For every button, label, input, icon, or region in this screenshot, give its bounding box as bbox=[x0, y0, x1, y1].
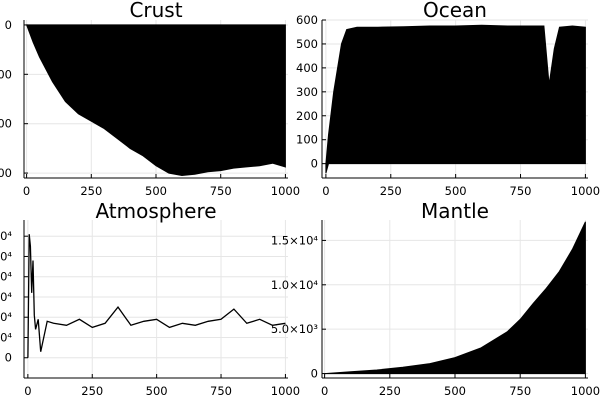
crust-y-tick-label: 0 bbox=[5, 18, 12, 32]
ocean-y-tick-label: 0 bbox=[311, 157, 318, 171]
mantle-x-tick-label: 750 bbox=[509, 384, 531, 398]
mantle-y-tick-label: 0 bbox=[311, 367, 318, 381]
crust-y-tick-label: 00 bbox=[0, 117, 12, 131]
atmosphere-y-tick-label: 0⁴ bbox=[0, 249, 12, 263]
ocean-x-tick-label: 250 bbox=[380, 184, 402, 198]
mantle-x-tick-label: 250 bbox=[379, 384, 401, 398]
panel-ocean: 0 250 500 750 1000 0 100 200 300 400 500 600 Ocean bbox=[296, 0, 600, 198]
crust-series-area bbox=[25, 24, 286, 177]
atmosphere-x-tick-label: 0 bbox=[24, 384, 31, 398]
atmosphere-x-tick-label: 1000 bbox=[271, 384, 300, 398]
crust-y-tick-label: 00 bbox=[0, 166, 12, 180]
ocean-y-tick-label: 100 bbox=[296, 133, 318, 147]
crust-x-tick-label: 750 bbox=[210, 184, 232, 198]
mantle-x-tick-label: 0 bbox=[321, 384, 328, 398]
mantle-y-tick-label: 1.5×10⁴ bbox=[271, 233, 319, 247]
ocean-title: Ocean bbox=[423, 0, 487, 22]
crust-title: Crust bbox=[129, 0, 182, 22]
ocean-y-tick-label: 500 bbox=[296, 37, 318, 51]
atmosphere-y-tick-label: 0⁴ bbox=[0, 290, 12, 304]
atmosphere-y-tick-label: 0⁴ bbox=[0, 330, 12, 344]
atmosphere-x-tick-label: 750 bbox=[210, 384, 232, 398]
mantle-series-area bbox=[324, 221, 586, 375]
ocean-y-tick-label: 600 bbox=[296, 13, 318, 27]
panel-atmosphere: 0 250 500 750 1000 0 0⁴ 0⁴ 0⁴ 0⁴ 0⁴ 0⁴ Atmosphere bbox=[0, 199, 300, 398]
ocean-series-area bbox=[325, 24, 586, 174]
ocean-x-tick-label: 1000 bbox=[571, 184, 600, 198]
mantle-x-tick-label: 500 bbox=[444, 384, 466, 398]
crust-x-tick-label: 0 bbox=[23, 184, 30, 198]
atmosphere-y-tick-label: 0 bbox=[5, 351, 12, 365]
mantle-y-tick-label: 1.0×10⁴ bbox=[271, 278, 319, 292]
ocean-y-tick-label: 200 bbox=[296, 109, 318, 123]
ocean-y-tick-label: 300 bbox=[296, 85, 318, 99]
mantle-x-tick-label: 1000 bbox=[571, 384, 600, 398]
atmosphere-x-tick-label: 250 bbox=[81, 384, 103, 398]
atmosphere-y-tick-label: 0⁴ bbox=[0, 270, 12, 284]
atmosphere-x-tick-label: 500 bbox=[146, 384, 168, 398]
panel-mantle: 0 250 500 750 1000 0 5.0×10³ 1.0×10⁴ 1.5×10⁴ Mant… bbox=[271, 199, 600, 398]
crust-x-tick-label: 1000 bbox=[271, 184, 300, 198]
crust-x-tick-label: 250 bbox=[80, 184, 102, 198]
mantle-title: Mantle bbox=[421, 199, 489, 223]
crust-x-tick-label: 500 bbox=[145, 184, 167, 198]
atmosphere-series-line bbox=[27, 234, 286, 358]
atmosphere-title: Atmosphere bbox=[95, 199, 216, 223]
mantle-y-tick-label: 5.0×10³ bbox=[271, 322, 319, 336]
ocean-x-tick-label: 750 bbox=[510, 184, 532, 198]
ocean-x-tick-label: 500 bbox=[445, 184, 467, 198]
atmosphere-y-tick-label: 0⁴ bbox=[0, 229, 12, 243]
ocean-y-tick-label: 400 bbox=[296, 61, 318, 75]
crust-y-tick-label: 00 bbox=[0, 67, 12, 81]
atmosphere-y-tick-label: 0⁴ bbox=[0, 310, 12, 324]
ocean-x-tick-label: 0 bbox=[322, 184, 329, 198]
